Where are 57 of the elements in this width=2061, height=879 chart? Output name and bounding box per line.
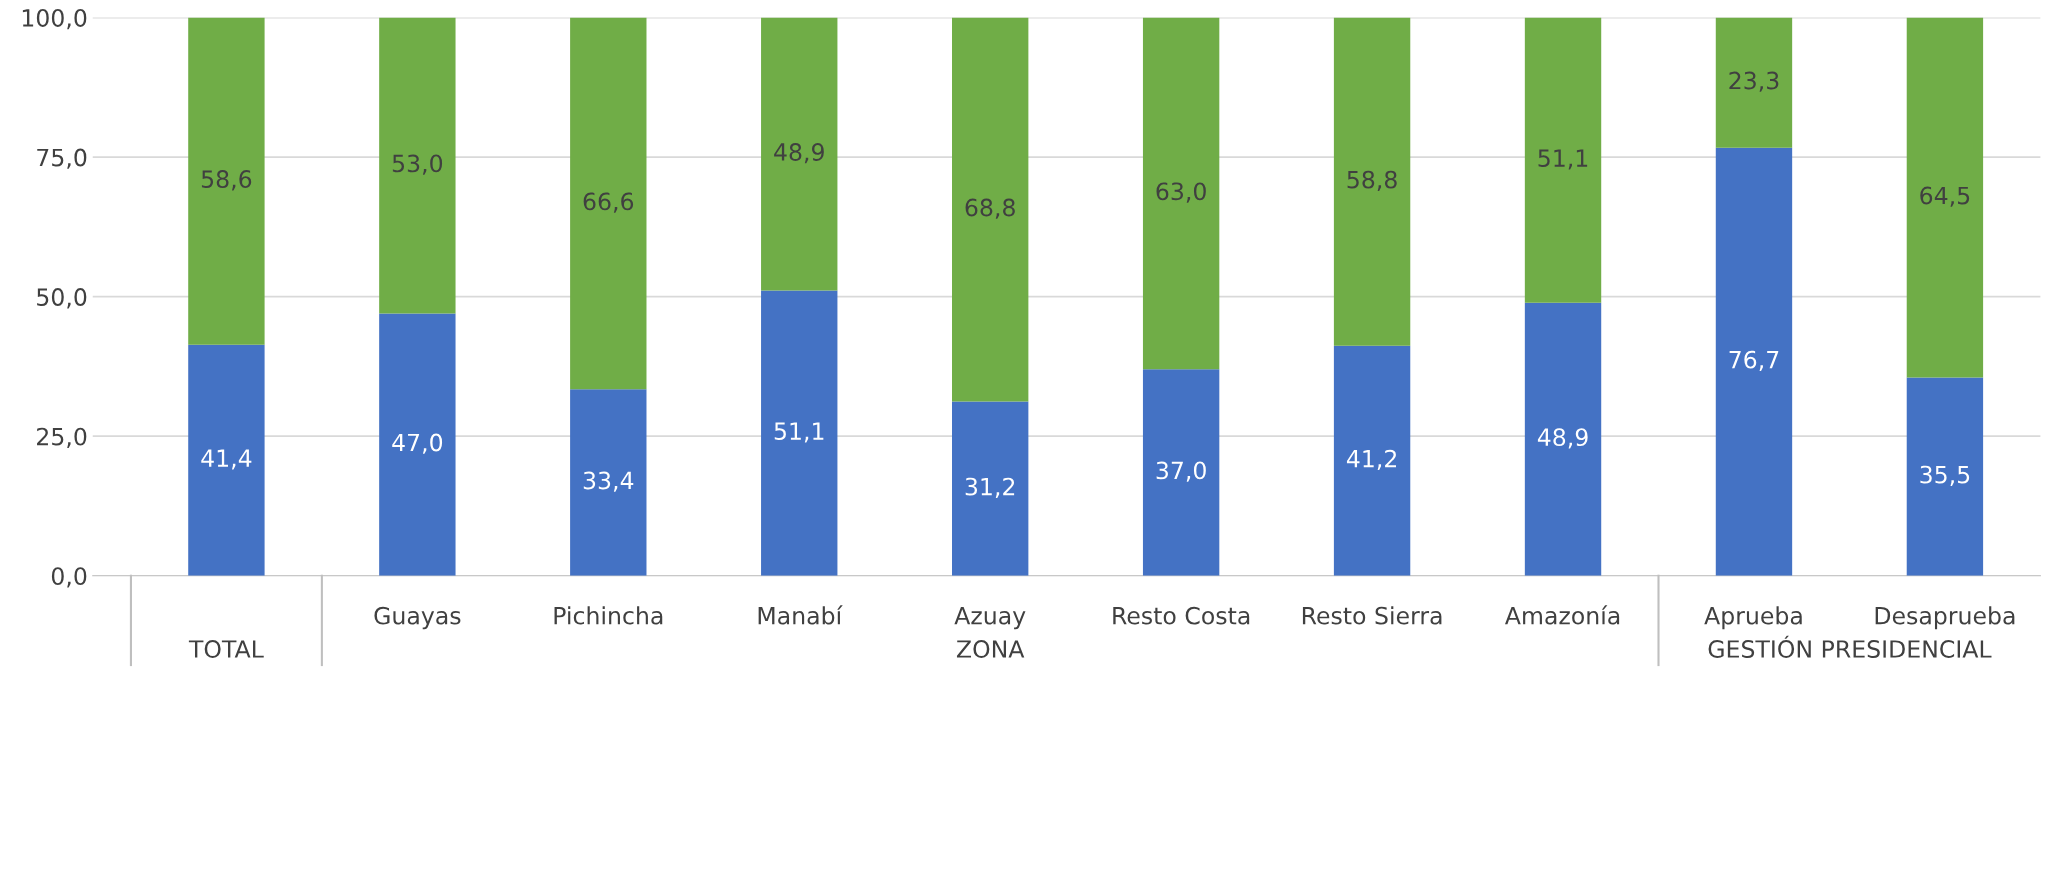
x-tick-label: Azuay [954, 607, 1026, 630]
x-tick-label: Resto Sierra [1302, 606, 1442, 625]
data-label: 48,9 [774, 143, 824, 164]
data-label: 31,2 [965, 477, 1015, 498]
data-label: 51,1 [774, 422, 824, 443]
text: GESTIÓN PRESIDENCIAL [1708, 635, 1992, 658]
x-tick-label: Pichincha [554, 606, 663, 625]
bar [1142, 369, 1220, 576]
bar [1715, 147, 1793, 576]
text: ZONA [956, 640, 1025, 658]
x-tick-label: Resto Costa [1113, 606, 1250, 625]
x-tick-label: Aprueba [1704, 606, 1802, 630]
y-tick-label: 75,0 [37, 148, 87, 169]
bar [761, 290, 838, 576]
y-tick-label: 25,0 [37, 427, 87, 448]
x-tick-label: Desaprueba [1875, 606, 2015, 630]
bar [1333, 345, 1411, 576]
data-label: 58,8 [1347, 170, 1397, 191]
bar [1524, 17, 1602, 303]
text: TOTAL [188, 640, 264, 658]
data-label: 41,2 [1346, 449, 1396, 471]
data-label: 41,4 [201, 449, 252, 470]
bar [1715, 17, 1793, 148]
bar [952, 401, 1029, 576]
bar [188, 17, 265, 345]
data-label: 37,0 [1156, 461, 1206, 482]
bar [1524, 302, 1602, 576]
data-label: 66,6 [583, 192, 634, 213]
bar [570, 17, 647, 390]
bar [761, 17, 838, 291]
data-label: 51,1 [1538, 149, 1588, 170]
data-label: 64,5 [1920, 186, 1970, 207]
data-label: 76,7 [1729, 350, 1779, 371]
bar [188, 344, 265, 576]
x-tick-label: Manabí [758, 605, 843, 625]
y-tick-label: 50,0 [37, 288, 87, 309]
data-label: 63,0 [1156, 182, 1206, 203]
data-label: 68,8 [965, 198, 1015, 219]
bar [1142, 17, 1220, 370]
x-tick-label: Amazonía [1504, 605, 1620, 625]
data-label: 47,0 [392, 433, 443, 454]
bar [570, 389, 647, 576]
bar [952, 17, 1029, 402]
data-label: 48,9 [1537, 428, 1588, 449]
y-tick-label: 100,0 [22, 9, 87, 30]
bar [379, 17, 456, 314]
data-label: 53,0 [392, 154, 443, 175]
data-label: 35,5 [1920, 465, 1970, 486]
bar [379, 313, 456, 576]
data-label: 23,3 [1729, 71, 1779, 92]
x-tick-label: Guayas [374, 606, 461, 630]
data-label: 33,4 [583, 471, 634, 492]
bar [1906, 377, 1984, 576]
data-label: 58,6 [201, 170, 252, 191]
y-tick-label: 0,0 [51, 567, 87, 588]
bar [1333, 17, 1411, 346]
bar [1906, 17, 1984, 378]
